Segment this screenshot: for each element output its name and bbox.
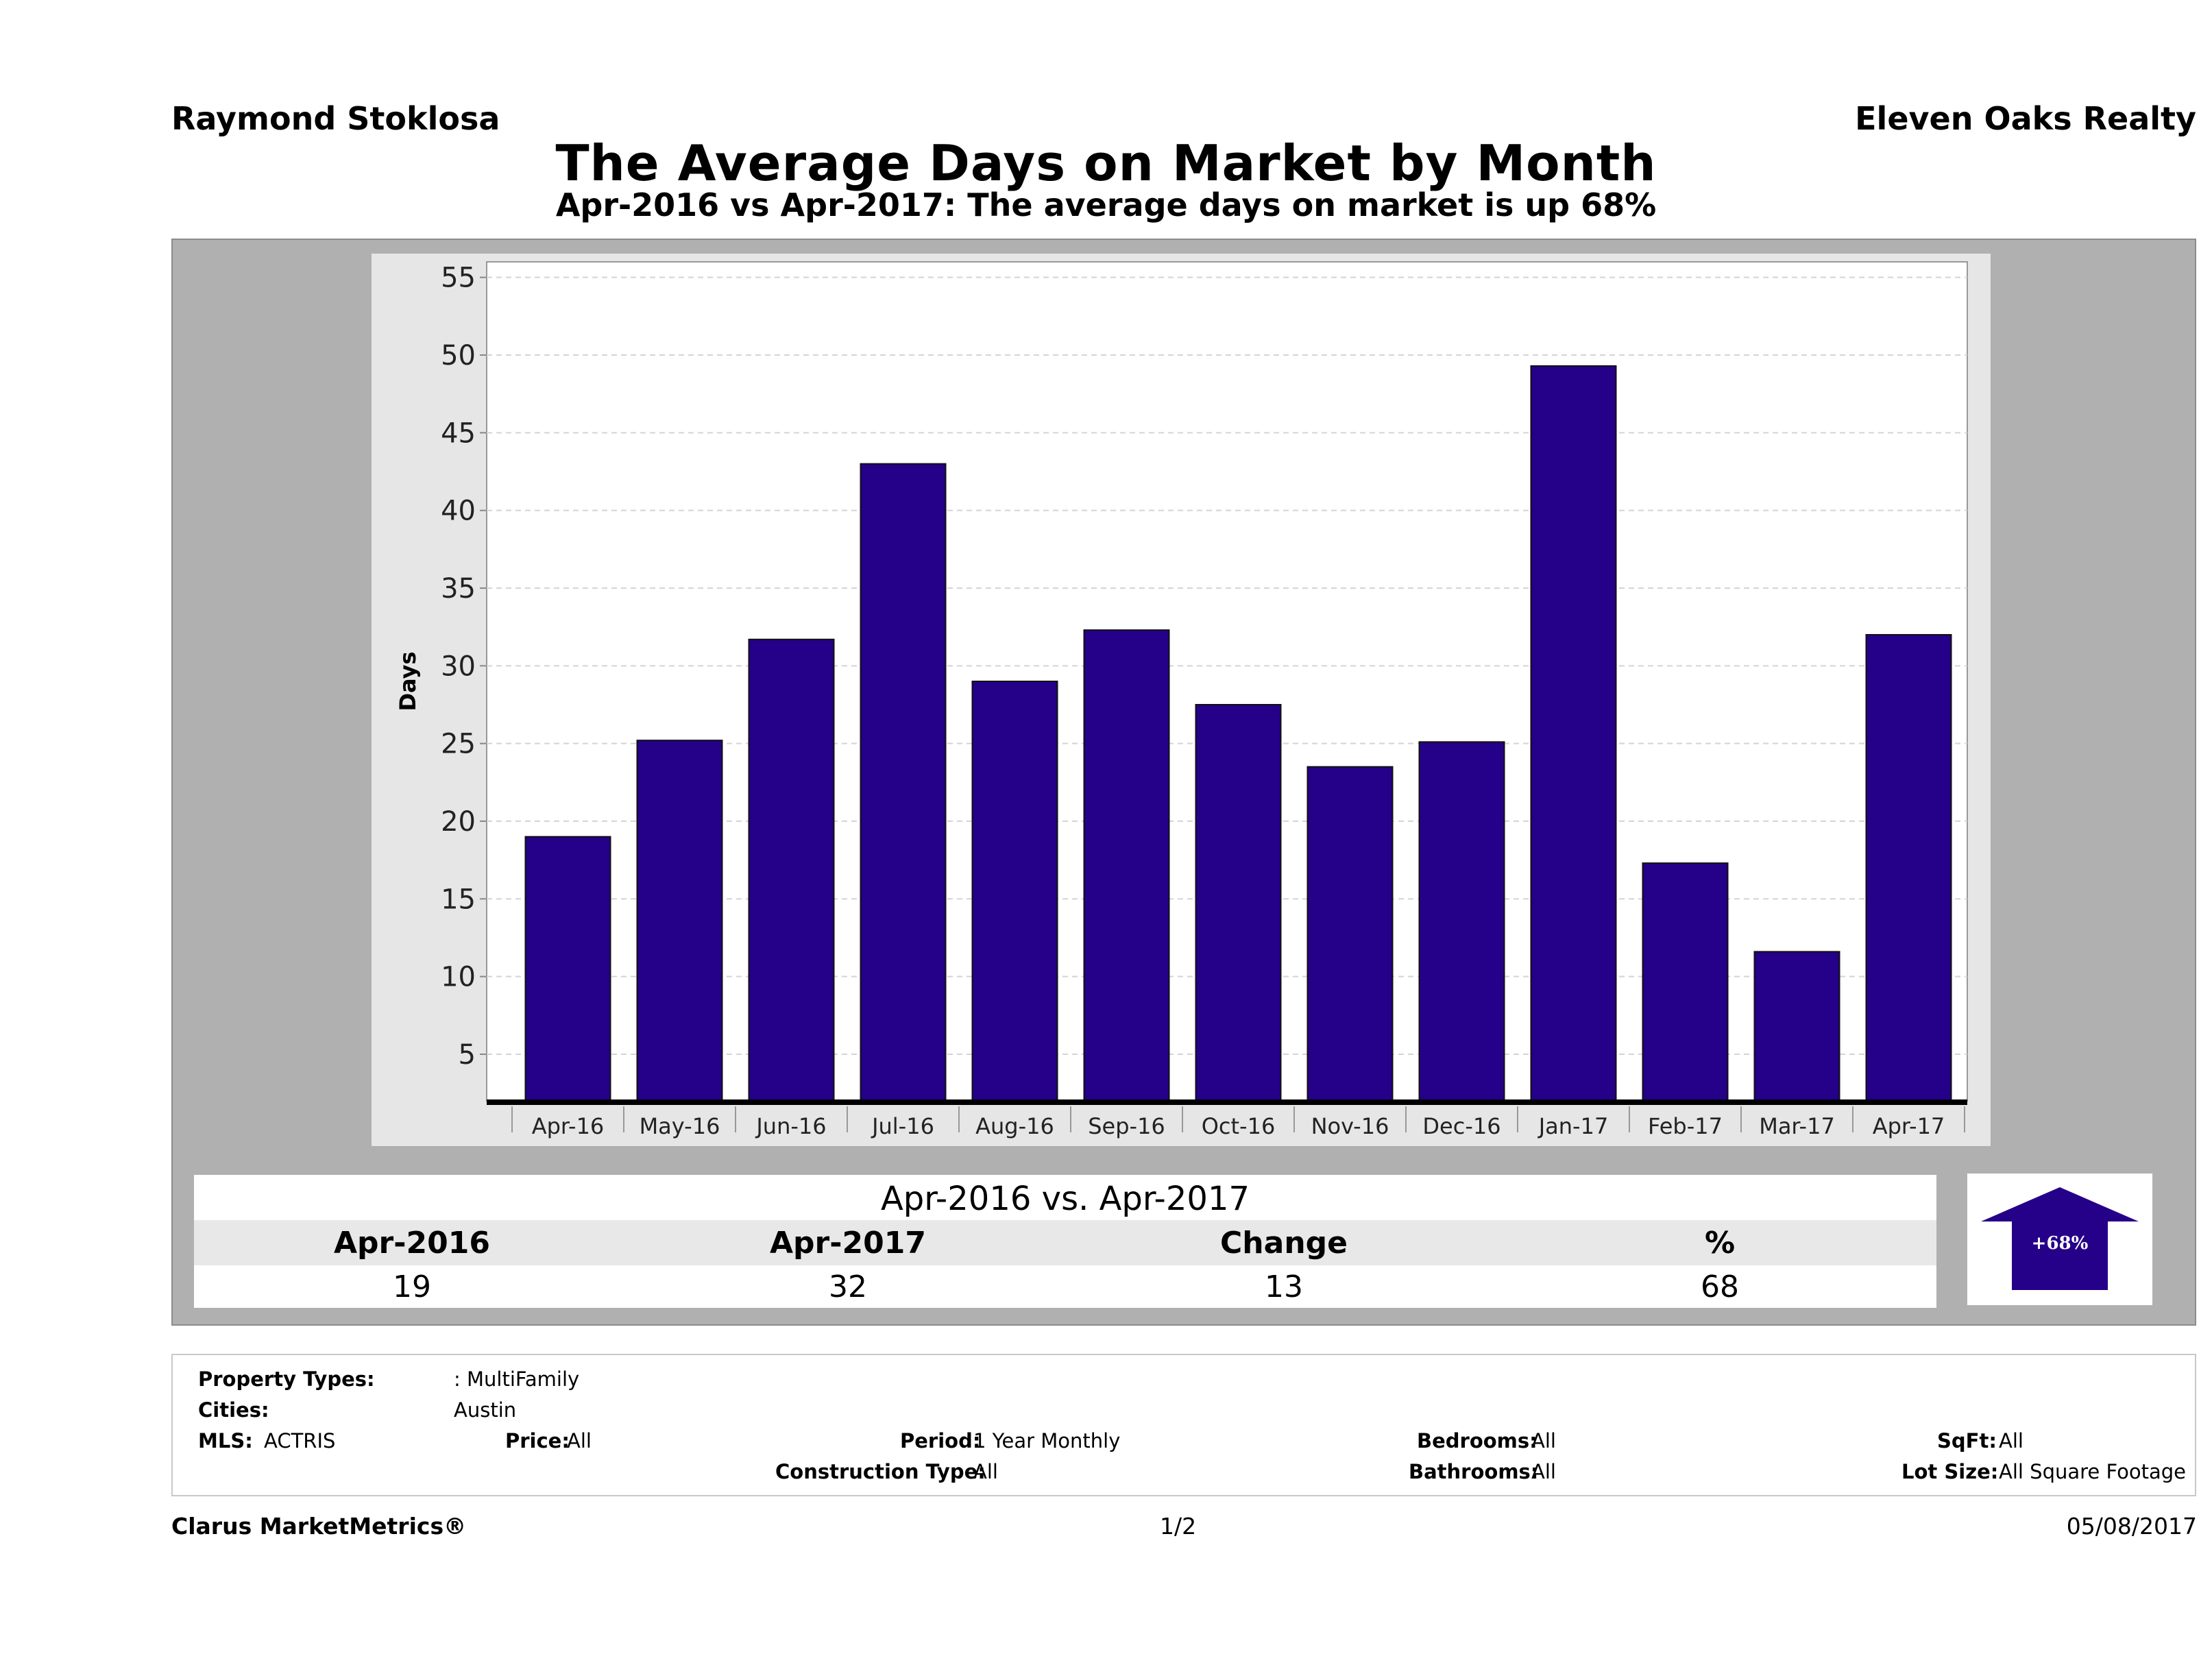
change-badge: +68% [1967,1174,2152,1305]
summary-value-start: 19 [393,1269,431,1304]
bar [1083,629,1170,1102]
sqft-value: All [1999,1429,2023,1452]
bar [860,463,947,1102]
bar [971,681,1058,1102]
bedrooms-value: All [1531,1429,1556,1452]
y-tick-label: 10 [441,962,476,993]
summary-label-percent: % [1704,1226,1736,1261]
bar [1418,741,1505,1102]
page-title: The Average Days on Market by Month [555,134,1657,192]
cities-value: Austin [454,1398,517,1422]
filter-panel: Property Types: : MultiFamily Cities: Au… [171,1354,2196,1496]
company-name: Eleven Oaks Realty [1855,100,2196,137]
mls-value: ACTRIS [264,1429,336,1452]
x-tick-label: Jan-17 [1538,1113,1609,1139]
change-badge-text: +68% [2032,1233,2089,1254]
lot-size-value: All Square Footage [1999,1460,2187,1483]
bar-chart: 5 10 15 20 25 30 35 40 45 50 55 Days Apr-16 May-16 Jun… [395,261,1968,1139]
x-tick-label: Mar-17 [1759,1113,1835,1139]
property-types-label: Property Types: [198,1367,375,1391]
x-tick-label: Jun-16 [755,1113,826,1139]
summary-value-change: 13 [1265,1269,1303,1304]
x-tick-label: Aug-16 [975,1113,1054,1139]
summary-heading: Apr-2016 vs. Apr-2017 [194,1175,1936,1220]
period-label: Period: [900,1429,981,1452]
summary-value-end: 32 [829,1269,867,1304]
price-value: All [567,1429,592,1452]
summary-label-row: Apr-2016 Apr-2017 Change % [194,1220,1936,1265]
y-tick-label: 5 [459,1039,476,1071]
sqft-label: SqFt: [1937,1429,1997,1452]
x-tick-label: Nov-16 [1311,1113,1389,1139]
bar [1865,634,1952,1102]
cities-label: Cities: [198,1398,269,1422]
summary-label-end: Apr-2017 [770,1226,926,1261]
y-tick-label: 15 [441,884,476,915]
y-tick-label: 45 [441,417,476,449]
summary-label-change: Change [1220,1226,1348,1261]
y-tick-label: 30 [441,650,476,682]
bar [1753,951,1840,1102]
page-number: 1/2 [1160,1513,1197,1540]
agent-name: Raymond Stoklosa [171,100,500,137]
summary-table: Apr-2016 vs. Apr-2017 Apr-2016 Apr-2017 … [194,1175,1936,1308]
bar [1530,365,1617,1102]
bathrooms-label: Bathrooms: [1409,1460,1539,1483]
x-tick-label: Feb-17 [1648,1113,1723,1139]
construction-type-value: All [973,1460,998,1483]
x-tick-label: Oct-16 [1202,1113,1276,1139]
lot-size-label: Lot Size: [1901,1460,1999,1483]
y-tick-label: 55 [441,263,476,294]
period-value: 1 Year Monthly [973,1429,1121,1452]
bedrooms-label: Bedrooms: [1417,1429,1538,1452]
y-tick-label: 50 [441,340,476,372]
x-tick-label: May-16 [640,1113,720,1139]
mls-label: MLS: [198,1429,253,1452]
bar [524,836,611,1102]
price-label: Price: [505,1429,570,1452]
y-axis-label: Days [395,651,421,711]
footer-brand: Clarus MarketMetrics® [171,1513,467,1540]
construction-type-label: Construction Type: [775,1460,986,1483]
x-tick-label: Jul-16 [871,1113,934,1139]
y-tick-label: 20 [441,806,476,838]
bathrooms-value: All [1531,1460,1556,1483]
y-tick-label: 25 [441,729,476,760]
x-tick-label: Dec-16 [1422,1113,1500,1139]
bar [1195,704,1282,1102]
property-types-value: : MultiFamily [454,1367,580,1391]
bar [1306,766,1394,1102]
summary-value-percent: 68 [1701,1269,1739,1304]
x-tick-label: Apr-16 [532,1113,605,1139]
summary-value-row: 19 32 13 68 [194,1265,1936,1308]
bar [1642,862,1729,1102]
y-tick-label: 40 [441,496,476,527]
page-subtitle: Apr-2016 vs Apr-2017: The average days o… [555,186,1657,223]
x-tick-label: Sep-16 [1088,1113,1165,1139]
up-arrow-icon: +68% [1981,1187,2139,1290]
x-tick-label: Apr-17 [1873,1113,1945,1139]
y-tick-label: 35 [441,573,476,605]
bar [748,638,835,1102]
bar [636,740,723,1102]
summary-label-start: Apr-2016 [334,1226,490,1261]
report-date: 05/08/2017 [2066,1513,2197,1540]
